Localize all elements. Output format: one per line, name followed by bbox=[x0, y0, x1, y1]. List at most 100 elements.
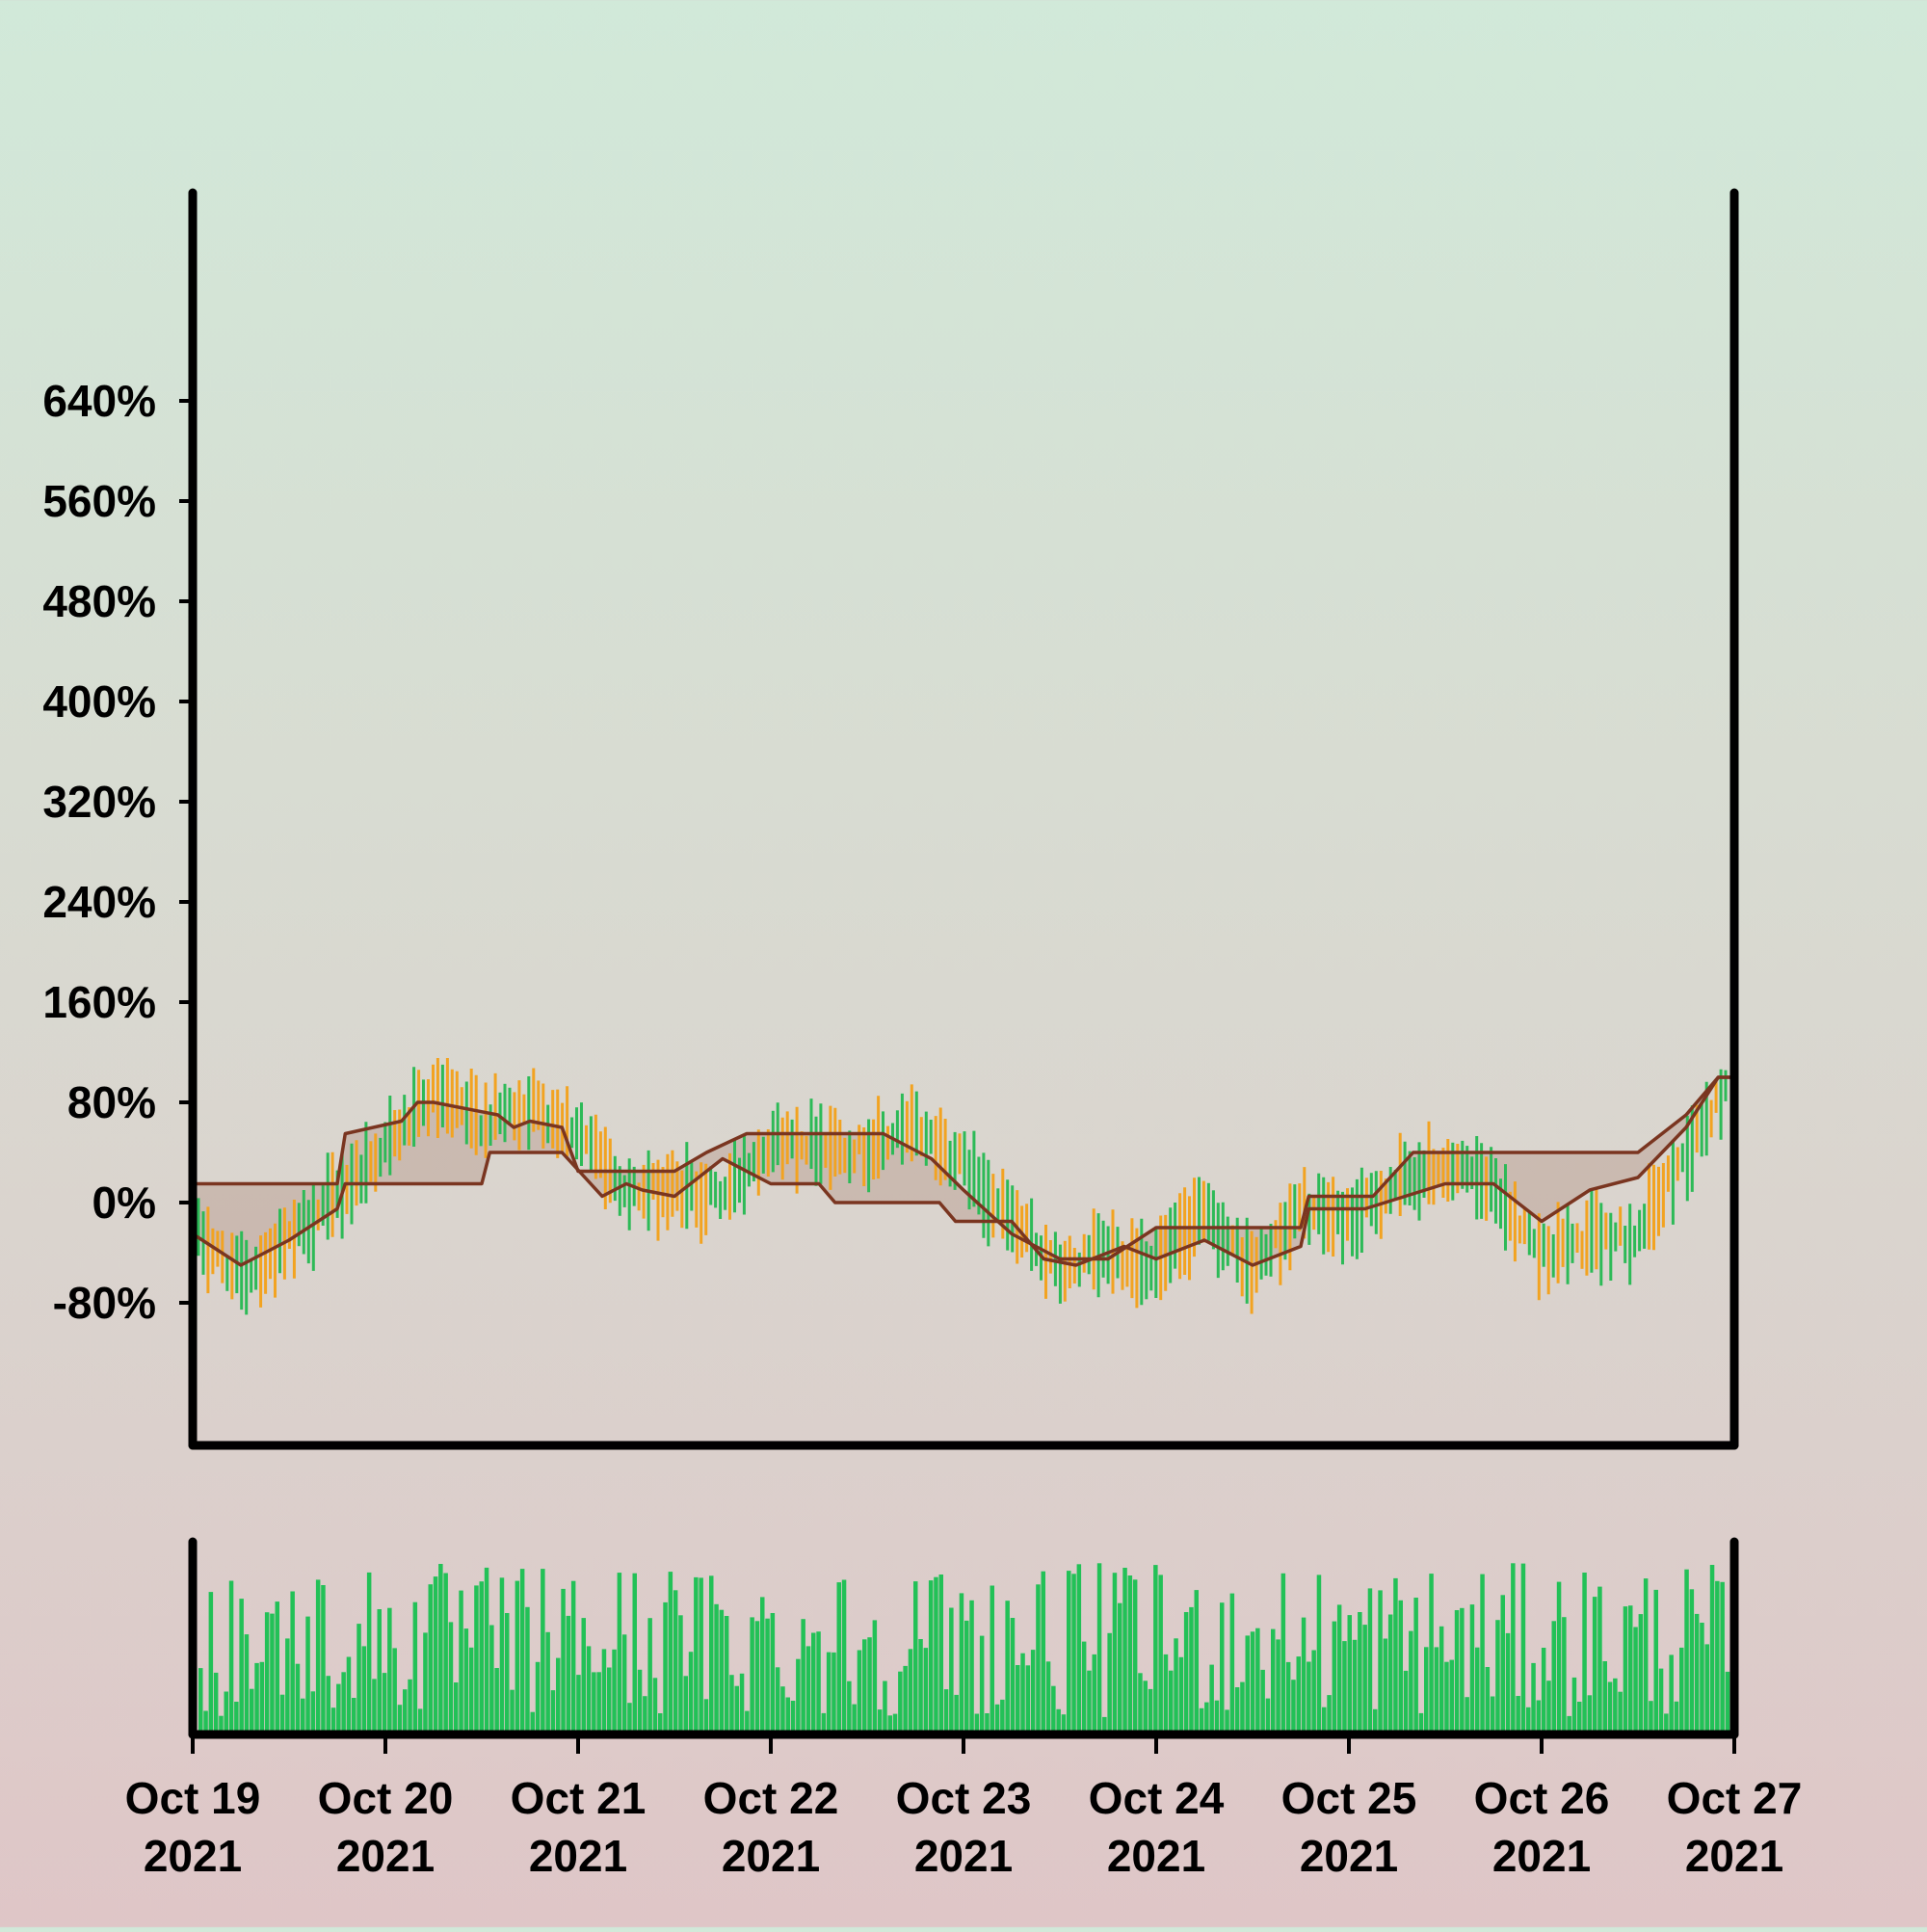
volume-bar bbox=[315, 1579, 321, 1732]
x-tick-label-year: 2021 bbox=[1685, 1831, 1783, 1881]
x-tick-label-month: Oct 23 bbox=[896, 1773, 1032, 1823]
y-tick-label: 0% bbox=[92, 1178, 156, 1228]
volume-bar bbox=[923, 1648, 929, 1732]
volume-bar bbox=[1307, 1661, 1311, 1732]
volume-bar bbox=[1020, 1653, 1025, 1732]
volume-bar bbox=[1720, 1581, 1725, 1732]
volume-bar bbox=[1383, 1638, 1388, 1732]
volume-bar bbox=[632, 1573, 637, 1732]
volume-bar bbox=[244, 1634, 250, 1732]
volume-bar bbox=[1623, 1606, 1628, 1732]
volume-bar bbox=[1081, 1641, 1087, 1732]
volume-bar bbox=[510, 1689, 515, 1732]
volume-bar bbox=[566, 1615, 571, 1732]
volume-bar bbox=[1285, 1661, 1291, 1732]
volume-bar bbox=[1658, 1668, 1664, 1732]
volume-bar bbox=[1439, 1626, 1444, 1732]
volume-bar bbox=[1255, 1628, 1260, 1732]
volume-bar bbox=[372, 1679, 377, 1732]
volume-bar bbox=[1571, 1677, 1577, 1732]
volume-bar bbox=[1628, 1605, 1633, 1732]
volume-bar bbox=[714, 1603, 719, 1732]
volume-bar bbox=[1016, 1665, 1020, 1732]
band-lines-layer bbox=[192, 1075, 1734, 1267]
volume-bar bbox=[321, 1585, 326, 1732]
volume-bar bbox=[1480, 1574, 1485, 1732]
volume-bar bbox=[515, 1580, 520, 1732]
volume-bar bbox=[734, 1685, 739, 1732]
volume-bar bbox=[479, 1581, 484, 1732]
volume-bar bbox=[239, 1599, 244, 1732]
x-tick-label-year: 2021 bbox=[722, 1831, 820, 1881]
volume-bar bbox=[505, 1613, 510, 1732]
volume-bar bbox=[974, 1713, 980, 1732]
volume-bar bbox=[821, 1712, 827, 1732]
volume-bar bbox=[1153, 1565, 1158, 1732]
volume-bar bbox=[1546, 1681, 1551, 1732]
volume-bar bbox=[652, 1678, 658, 1732]
volume-bar bbox=[729, 1675, 734, 1732]
volume-bar bbox=[1536, 1700, 1542, 1732]
x-tick-label-year: 2021 bbox=[144, 1831, 242, 1881]
volume-bar bbox=[1260, 1669, 1265, 1732]
volume-bar bbox=[1367, 1588, 1373, 1732]
x-tick-label-month: Oct 24 bbox=[1089, 1773, 1225, 1823]
volume-bar bbox=[877, 1709, 883, 1732]
volume-bar bbox=[352, 1698, 356, 1732]
volume-bar bbox=[1434, 1647, 1439, 1732]
volume-bar bbox=[1204, 1702, 1209, 1732]
volume-bar bbox=[1465, 1697, 1469, 1732]
volume-bar bbox=[1352, 1639, 1358, 1732]
volume-bar bbox=[1393, 1577, 1398, 1732]
y-axis-ticks: -80% 0% 80% 160% 240% 320% 400% 480% 560% 640% bbox=[42, 376, 193, 1328]
volume-bar bbox=[561, 1588, 566, 1732]
volume-bar bbox=[1158, 1575, 1163, 1732]
volume-bar bbox=[1373, 1708, 1378, 1732]
volume-bar bbox=[867, 1637, 872, 1732]
volume-bar bbox=[1669, 1654, 1674, 1732]
volume-bar bbox=[1602, 1661, 1607, 1732]
volume-bar bbox=[1209, 1664, 1214, 1732]
volume-bar bbox=[264, 1612, 270, 1732]
volume-bar bbox=[305, 1616, 310, 1732]
volume-bar bbox=[663, 1601, 668, 1732]
volume-bar bbox=[627, 1703, 632, 1732]
x-tick-label-year: 2021 bbox=[1300, 1831, 1398, 1881]
volume-bar bbox=[745, 1710, 750, 1732]
volume-bar bbox=[699, 1577, 703, 1732]
volume-bar bbox=[295, 1663, 301, 1732]
volume-bar bbox=[228, 1580, 234, 1732]
volume-bar bbox=[1194, 1590, 1199, 1732]
volume-bar bbox=[801, 1619, 805, 1732]
volume-bar bbox=[1684, 1569, 1689, 1732]
volume-bar bbox=[719, 1609, 725, 1732]
volume-bar bbox=[468, 1647, 474, 1732]
volume-bar bbox=[463, 1628, 469, 1732]
volume-bar bbox=[545, 1631, 550, 1732]
volume-bar bbox=[1490, 1696, 1495, 1732]
volume-bar bbox=[1715, 1580, 1720, 1732]
volume-bar bbox=[1311, 1650, 1316, 1732]
volume-bar bbox=[1276, 1639, 1280, 1732]
volume-bar bbox=[1118, 1602, 1122, 1732]
volume-bar bbox=[1291, 1680, 1296, 1732]
volume-bar bbox=[928, 1580, 934, 1732]
volume-bar bbox=[1148, 1688, 1153, 1732]
volume-bar bbox=[1234, 1687, 1240, 1732]
volume-bar bbox=[1674, 1701, 1679, 1732]
volume-bar bbox=[765, 1618, 770, 1732]
volume-bar bbox=[1316, 1575, 1322, 1732]
volume-bar bbox=[234, 1702, 239, 1732]
volume-bar bbox=[852, 1704, 857, 1732]
volume-bar bbox=[1531, 1662, 1536, 1732]
volume-bar bbox=[994, 1704, 1000, 1732]
volume-bar bbox=[530, 1711, 535, 1732]
volume-bar bbox=[454, 1682, 459, 1732]
y-tick-label: 640% bbox=[42, 376, 156, 426]
volume-bar bbox=[1643, 1578, 1649, 1732]
volume-bar bbox=[433, 1576, 438, 1732]
volume-bar bbox=[1327, 1695, 1332, 1732]
volume-bar bbox=[678, 1615, 683, 1732]
x-tick-label-year: 2021 bbox=[1107, 1831, 1205, 1881]
volume-bar bbox=[1214, 1700, 1220, 1732]
